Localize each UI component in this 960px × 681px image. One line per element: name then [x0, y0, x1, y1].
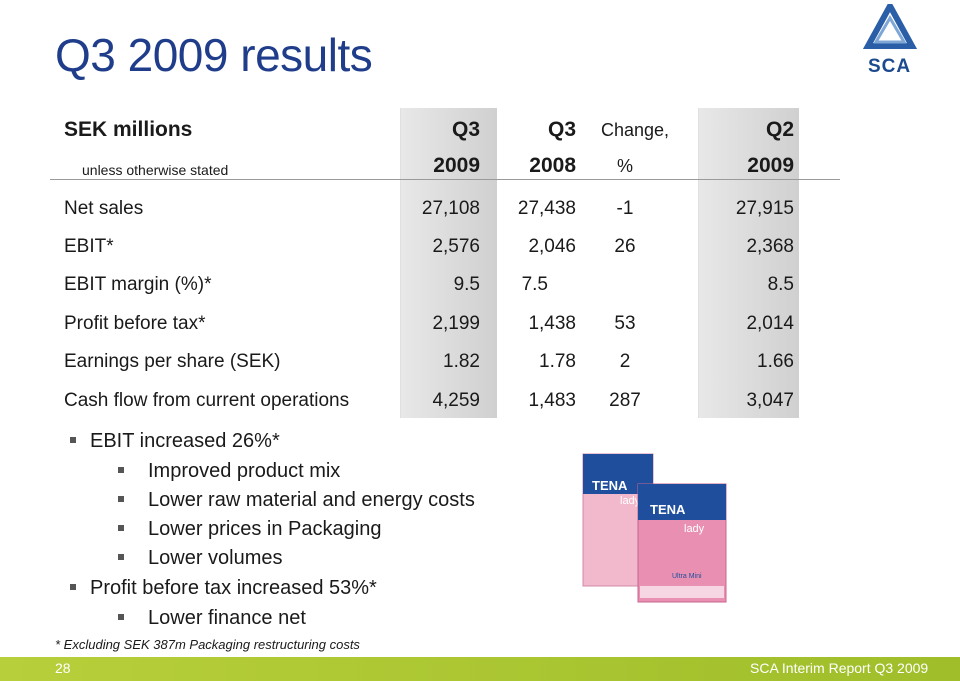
tena-lady-product-image: TENA lady TENA lady Ultra Mini	[582, 453, 727, 603]
row-q2-2009: 2,368	[746, 236, 794, 257]
row-q2-2009: 1.66	[757, 351, 794, 372]
row-label: EBIT margin (%)*	[64, 274, 212, 295]
bullet-text: Lower prices in Packaging	[148, 518, 382, 540]
table-header-label: SEK millions	[64, 118, 193, 141]
row-q3-2008: 1.78	[539, 351, 576, 372]
row-change: 287	[609, 390, 641, 411]
variant-label: Ultra Mini	[672, 573, 702, 580]
bullet-item: Lower prices in Packaging	[118, 518, 381, 541]
row-q3-2009: 2,576	[432, 236, 480, 257]
svg-text:TENA: TENA	[650, 502, 686, 517]
row-q3-2009: 2,199	[432, 313, 480, 334]
bullet-item: Lower finance net	[118, 607, 306, 630]
bullet-square-icon	[70, 437, 76, 443]
row-label: Cash flow from current operations	[64, 390, 350, 411]
table-subheader-q3-2009: 2009	[433, 154, 480, 177]
column-shade-q3-2009	[400, 108, 497, 418]
row-q2-2009: 8.5	[767, 274, 794, 295]
sca-logo-icon	[862, 4, 918, 49]
bullet-item: EBIT increased 26%*	[70, 430, 280, 453]
row-q3-2008: 1,438	[528, 313, 576, 334]
table-header-q3-2008: Q3	[547, 118, 576, 141]
row-q3-2008: 7.5	[521, 274, 548, 295]
table-header-q3-2009: Q3	[451, 118, 480, 141]
header-divider	[50, 179, 840, 180]
bullet-text: EBIT increased 26%*	[90, 430, 280, 452]
logo-text: SCA	[868, 56, 912, 77]
bullet-item: Improved product mix	[118, 460, 340, 483]
table-subheader-change: %	[616, 156, 633, 176]
row-q2-2009: 3,047	[746, 390, 794, 411]
svg-text:lady: lady	[684, 523, 705, 535]
report-name: SCA Interim Report Q3 2009	[750, 660, 929, 676]
footer-bar	[0, 657, 960, 681]
bullet-item: Lower raw material and energy costs	[118, 489, 475, 512]
column-shade-q2-2009	[698, 108, 799, 418]
row-change: 53	[614, 313, 636, 334]
bullet-text: Lower raw material and energy costs	[148, 489, 475, 511]
bullet-square-icon	[118, 496, 124, 502]
brand-label: TENA	[592, 478, 628, 493]
table-subheader-label: unless otherwise stated	[82, 162, 229, 178]
row-label: Profit before tax*	[64, 313, 206, 334]
row-q2-2009: 27,915	[735, 198, 794, 219]
bullet-item: Profit before tax increased 53%*	[70, 577, 377, 600]
row-q3-2009: 27,108	[421, 198, 480, 219]
row-q3-2009: 1.82	[443, 351, 480, 372]
line-label: lady	[620, 495, 641, 507]
table-subheader-q2-2009: 2009	[747, 154, 794, 177]
bullet-text: Profit before tax increased 53%*	[90, 577, 377, 599]
row-q3-2008: 27,438	[517, 198, 576, 219]
bullet-square-icon	[118, 614, 124, 620]
table-header-change: Change,	[600, 120, 670, 140]
row-label: EBIT*	[64, 236, 114, 257]
row-change: 26	[614, 236, 636, 257]
bullet-square-icon	[118, 467, 124, 473]
bullet-square-icon	[118, 525, 124, 531]
page-number: 28	[55, 660, 71, 676]
footnote: * Excluding SEK 387m Packaging restructu…	[55, 637, 360, 652]
row-change: -1	[616, 198, 634, 219]
row-q2-2009: 2,014	[746, 313, 794, 334]
row-q3-2009: 9.5	[453, 274, 480, 295]
bullet-item: Lower volumes	[118, 547, 283, 570]
bullet-square-icon	[118, 554, 124, 560]
row-label: Net sales	[64, 198, 144, 219]
page-title: Q3 2009 results	[55, 29, 373, 81]
row-q3-2008: 1,483	[528, 390, 576, 411]
row-q3-2009: 4,259	[432, 390, 480, 411]
row-q3-2008: 2,046	[528, 236, 576, 257]
row-change: 2	[619, 351, 631, 372]
table-subheader-q3-2008: 2008	[529, 154, 576, 177]
bullet-text: Improved product mix	[148, 460, 341, 482]
bullet-square-icon	[70, 584, 76, 590]
bullet-text: Lower finance net	[148, 607, 306, 629]
row-label: Earnings per share (SEK)	[64, 351, 281, 372]
table-header-q2-2009: Q2	[765, 118, 794, 141]
bullet-text: Lower volumes	[148, 547, 283, 569]
